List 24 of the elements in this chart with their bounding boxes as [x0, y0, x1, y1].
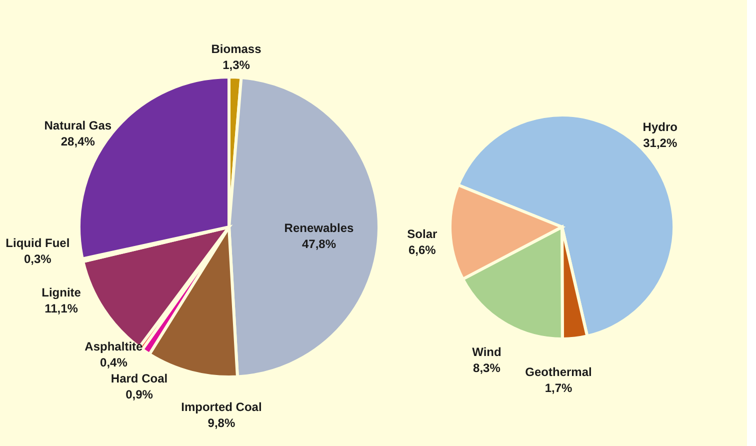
data-label: 28,4%	[60, 134, 96, 149]
data-label: 0,4%	[100, 355, 128, 370]
slice-label: Lignite	[42, 285, 82, 300]
slice-label: Hydro	[642, 120, 678, 134]
data-label: 8,3%	[473, 361, 501, 376]
slice-label: Asphaltite	[84, 339, 144, 354]
slice-label: Liquid Fuel	[6, 236, 70, 250]
slice-label: Biomass	[211, 42, 262, 56]
data-label: 0,3%	[24, 252, 52, 266]
data-label: 0,9%	[126, 387, 154, 402]
data-label: 47,8%	[302, 237, 336, 252]
slice-label: Natural Gas	[44, 118, 112, 133]
data-label: 1,7%	[544, 380, 573, 395]
data-label: 31,2%	[643, 136, 678, 150]
data-label: 11,1%	[44, 301, 78, 316]
data-label: 1,3%	[222, 58, 250, 72]
slice-label: Solar	[407, 226, 438, 241]
slice-label: Renewables	[284, 221, 354, 236]
slice-label: Wind	[472, 345, 502, 360]
slice-label: Geothermal	[525, 364, 592, 379]
slice-label: Hard Coal	[110, 371, 168, 386]
slice-label: Imported Coal	[181, 400, 262, 414]
data-label: 9,8%	[208, 416, 236, 430]
data-label: 6,6%	[408, 242, 436, 257]
